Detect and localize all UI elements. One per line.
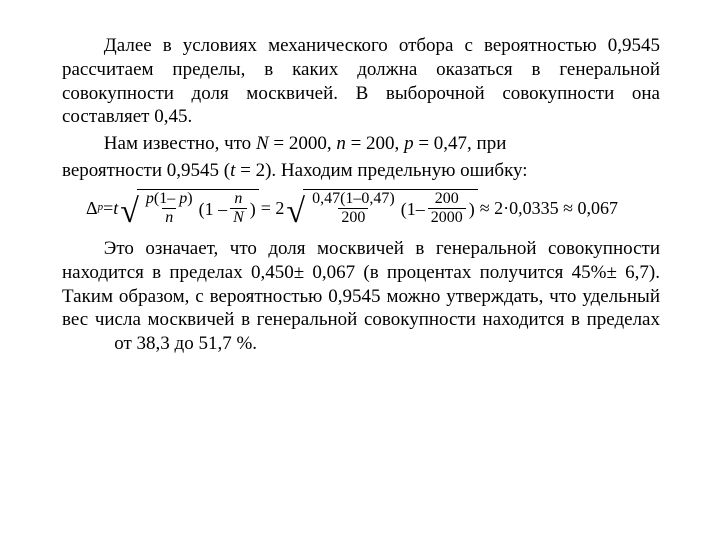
var-N: N: [256, 133, 269, 154]
text: вероятности 0,9545 (: [62, 160, 230, 181]
frac-n-N: n N: [230, 191, 247, 228]
text: ): [250, 198, 256, 221]
formula-lhs: Δp = t √ p(1– p) n (1 – n N: [86, 189, 618, 228]
text: N: [230, 208, 247, 227]
text: = 2). Находим предельную ошибку:: [235, 160, 527, 181]
var-p: p: [404, 133, 414, 154]
frac-num2: 200 2000: [428, 191, 466, 228]
delta-symbol: Δ: [86, 197, 98, 220]
text: 200: [338, 208, 368, 227]
paragraph-1: Далее в условиях механического отбора с …: [62, 34, 660, 129]
text: (1–: [401, 198, 425, 221]
frac-num1: 0,47(1–0,47) 200: [309, 191, 398, 228]
radicand-1: p(1– p) n (1 – n N ): [137, 189, 259, 228]
text: (1 –: [199, 198, 228, 221]
text: 2000: [428, 208, 466, 227]
text: p: [146, 190, 154, 207]
text: = 0,47, при: [414, 133, 507, 154]
text: Нам известно, что: [104, 133, 256, 154]
text: ): [469, 198, 475, 221]
text: (1–: [154, 190, 179, 207]
text: ): [187, 190, 192, 207]
text: = 200,: [346, 133, 404, 154]
radical-icon: √: [286, 195, 305, 229]
radicand-2: 0,47(1–0,47) 200 (1– 200 2000 ): [303, 189, 478, 228]
formula: Δp = t √ p(1– p) n (1 – n N: [62, 189, 660, 228]
text: 0,47(1–0,47): [309, 191, 398, 209]
sqrt-1: √ p(1– p) n (1 – n N ): [120, 189, 259, 228]
var-t: t: [113, 197, 118, 220]
text: n: [231, 191, 245, 209]
radical-icon: √: [120, 195, 139, 229]
paragraph-2-line1: Нам известно, что N = 2000, n = 200, p =…: [62, 132, 660, 156]
text: = 2000,: [269, 133, 337, 154]
frac-p1p-n: p(1– p) n: [143, 191, 196, 228]
equals: =: [103, 197, 113, 220]
paragraph-3: Это означает, что доля москвичей в генер…: [62, 237, 660, 356]
var-n: n: [336, 133, 346, 154]
document-page: Далее в условиях механического отбора с …: [0, 0, 720, 540]
text: n: [162, 208, 176, 227]
equals-2: = 2: [261, 197, 285, 220]
approx-result: ≈ 2·0,0335 ≈ 0,067: [480, 197, 618, 220]
text: 200: [432, 191, 462, 209]
paragraph-2-line2: вероятности 0,9545 (t = 2). Находим пред…: [62, 159, 660, 183]
sqrt-2: √ 0,47(1–0,47) 200 (1– 200 2000 ): [286, 189, 477, 228]
